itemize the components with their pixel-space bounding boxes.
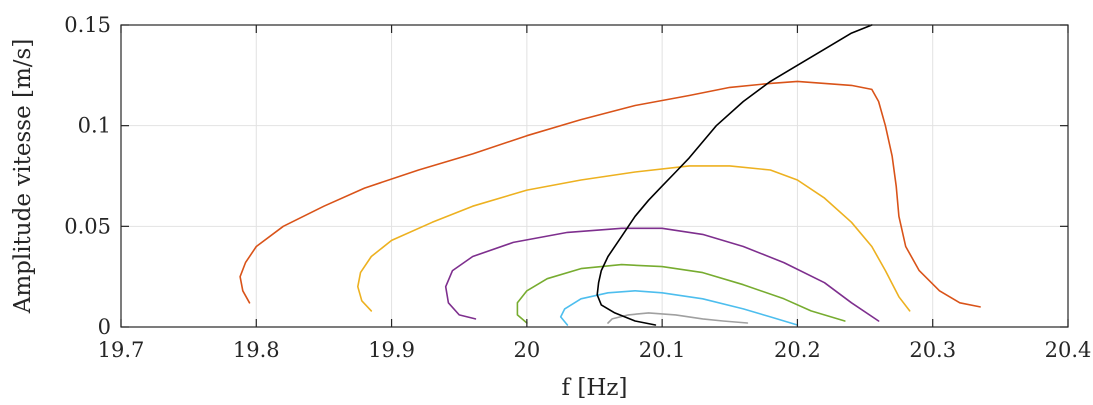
series-line-3 bbox=[516, 263, 846, 324]
y-tick-label: 0.1 bbox=[78, 114, 111, 138]
ticks: 19.7 19.8 19.9 20 20.1 20.2 20.3 20.4 0 0.05 0.1 0.… bbox=[64, 13, 1091, 362]
x-tick-label: 20.4 bbox=[1045, 338, 1092, 362]
series-line-6 bbox=[596, 24, 873, 326]
y-tick-label: 0.05 bbox=[64, 214, 111, 238]
series-line-1 bbox=[357, 165, 911, 312]
x-tick-label: 19.8 bbox=[233, 338, 280, 362]
x-tick-label: 19.7 bbox=[98, 338, 145, 362]
series-line-0 bbox=[239, 80, 981, 308]
plot-frame bbox=[120, 24, 1069, 328]
y-tick-label: 0.15 bbox=[64, 13, 111, 37]
x-axis-label: f [Hz] bbox=[562, 375, 628, 401]
y-axis-label: Amplitude vitesse [m/s] bbox=[10, 39, 36, 315]
x-tick-label: 20.3 bbox=[909, 338, 956, 362]
series-line-4 bbox=[559, 290, 799, 326]
x-tick-label: 20.2 bbox=[774, 338, 821, 362]
y-tick-label: 0 bbox=[98, 315, 111, 339]
series-line-2 bbox=[444, 227, 880, 322]
grid bbox=[120, 24, 1069, 328]
x-tick-label: 19.9 bbox=[368, 338, 415, 362]
series-layer bbox=[239, 24, 981, 326]
x-tick-label: 20.1 bbox=[639, 338, 686, 362]
x-tick-label: 20 bbox=[513, 338, 540, 362]
series-line-5 bbox=[607, 312, 749, 324]
